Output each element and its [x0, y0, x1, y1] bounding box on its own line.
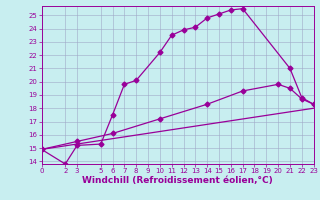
X-axis label: Windchill (Refroidissement éolien,°C): Windchill (Refroidissement éolien,°C)	[82, 176, 273, 185]
